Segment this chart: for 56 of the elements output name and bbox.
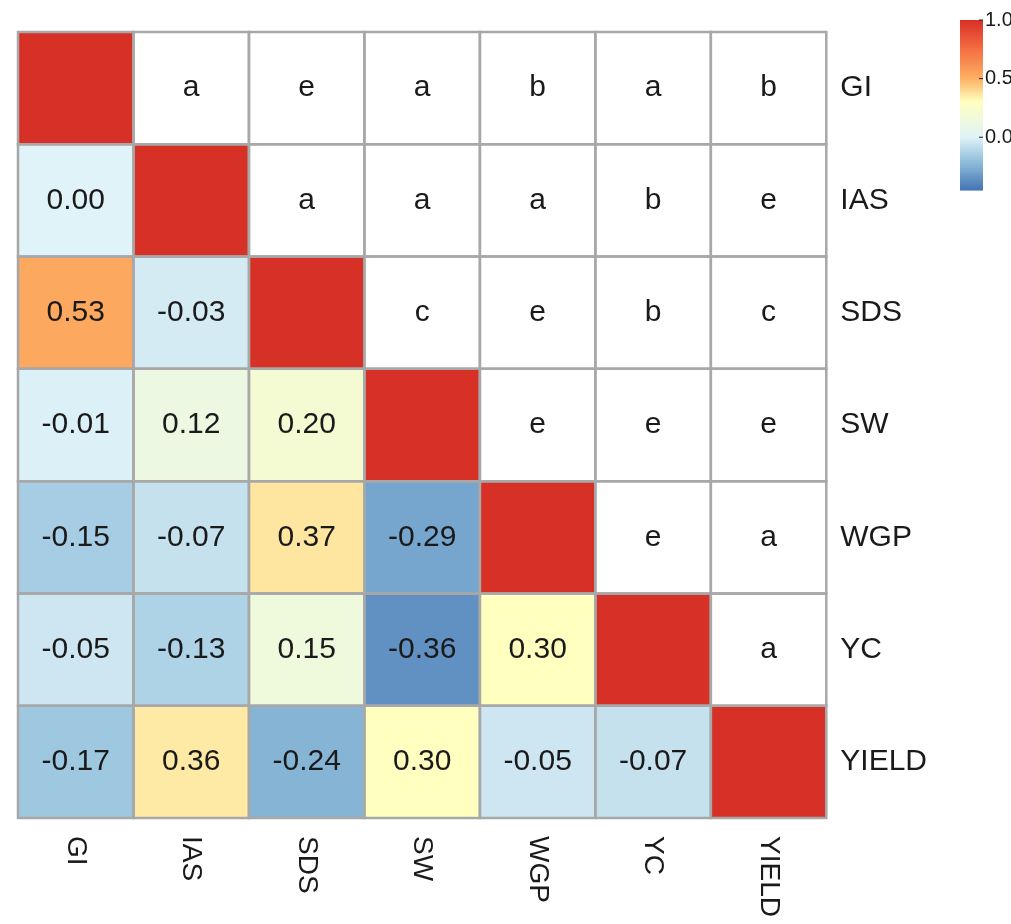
y-tick-label: IAS [840, 181, 889, 215]
y-tick-label: SW [840, 406, 890, 440]
x-tick-label: SW [408, 836, 440, 882]
data-label: -0.05 [41, 630, 110, 664]
data-label: -0.29 [387, 518, 457, 552]
text: e [644, 518, 662, 552]
data-label: 0.30 [392, 743, 452, 777]
data-label: 0.15 [277, 630, 336, 664]
text: b [529, 69, 546, 103]
text: a [760, 518, 777, 552]
text: e [529, 293, 546, 327]
text: e [644, 406, 662, 440]
data-label: -0.07 [618, 743, 688, 777]
data-label: -0.03 [157, 293, 226, 327]
x-tick-label: YC [639, 836, 671, 875]
data-label: 0.30 [508, 630, 567, 664]
data-label: -0.15 [41, 518, 110, 552]
text: a [760, 630, 777, 664]
y-tick-label: YIELD [840, 743, 928, 777]
text: a [413, 69, 431, 103]
y-tick-label: GI [840, 69, 872, 103]
text: c [414, 293, 430, 327]
data-label: -0.36 [387, 630, 457, 664]
x-tick-label: SDS [292, 836, 324, 894]
text: c [761, 293, 777, 327]
text: e [298, 69, 316, 103]
data-label: 0.20 [277, 406, 336, 440]
text: b [760, 69, 777, 103]
text: b [644, 181, 662, 215]
text: e [529, 406, 546, 440]
text: a [644, 69, 662, 103]
x-tick-label: YIELD [754, 836, 786, 917]
text: e [760, 406, 777, 440]
data-label: -0.24 [272, 743, 341, 777]
x-tick-label: IAS [177, 836, 209, 882]
text: e [760, 181, 777, 215]
y-tick-label: WGP [840, 518, 912, 552]
data-label: -0.01 [41, 406, 110, 440]
data-label: -0.07 [157, 518, 226, 552]
data-label: 0.12 [162, 406, 221, 440]
data-label: 0.53 [46, 293, 105, 327]
data-label: 0.00 [46, 181, 105, 215]
x-tick-label: WGP [523, 836, 555, 903]
text: a [413, 181, 431, 215]
x-tick-label: GI [62, 836, 94, 866]
text: b [644, 293, 662, 327]
data-label: 0.37 [277, 518, 336, 552]
y-tick-label: YC [840, 630, 882, 664]
text: a [298, 181, 316, 215]
data-label: 0.36 [162, 743, 221, 777]
data-label: -0.13 [157, 630, 226, 664]
data-label: -0.05 [503, 743, 572, 777]
text: a [182, 69, 200, 103]
y-tick-label: SDS [840, 293, 902, 327]
data-label: -0.17 [41, 743, 110, 777]
text: a [529, 181, 546, 215]
